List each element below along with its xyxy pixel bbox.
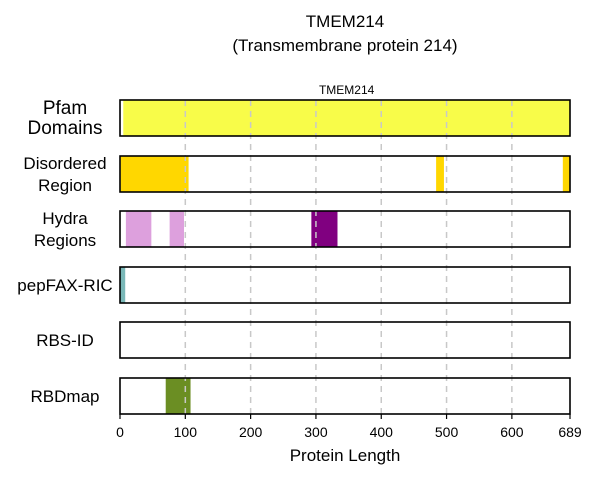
track-pepfax-ric xyxy=(120,267,570,303)
track-disordered-region xyxy=(120,156,570,192)
track-label: Regions xyxy=(34,231,96,250)
track-label: RBS-ID xyxy=(36,331,94,350)
track-frame xyxy=(119,99,571,137)
x-tick-label: 500 xyxy=(435,424,459,440)
chart-title: TMEM214 xyxy=(306,12,384,31)
track-label: RBDmap xyxy=(31,387,100,406)
track-label: Pfam xyxy=(43,98,87,119)
track-rbs-id xyxy=(120,322,570,358)
track-label: Disordered xyxy=(23,154,106,173)
segment-label: TMEM214 xyxy=(319,83,375,97)
x-axis-title: Protein Length xyxy=(290,446,401,465)
x-tick-label: 200 xyxy=(239,424,263,440)
track-background xyxy=(120,156,570,192)
track-background xyxy=(120,211,570,247)
track-pfam-domains xyxy=(120,100,571,136)
track-hydra-regions xyxy=(120,211,570,247)
track-background xyxy=(120,322,570,358)
track-frame xyxy=(119,210,571,248)
track-label: Hydra xyxy=(42,209,88,228)
track-frame xyxy=(119,266,571,304)
x-tick-label: 689 xyxy=(558,424,582,440)
x-axis: 0 100 200 300 400 500 600 689 xyxy=(116,414,582,440)
x-tick-label: 400 xyxy=(370,424,394,440)
segment-bar xyxy=(165,378,191,414)
track-background xyxy=(120,378,570,414)
segment-bar xyxy=(120,156,189,192)
chart-subtitle: (Transmembrane protein 214) xyxy=(232,36,457,55)
x-tick-label: 600 xyxy=(500,424,524,440)
segment-bar xyxy=(436,156,444,192)
track-frame xyxy=(119,321,571,359)
segment-bar xyxy=(311,211,338,247)
segment-bar xyxy=(120,267,126,303)
track-label: pepFAX-RIC xyxy=(17,276,112,295)
x-tick-label: 100 xyxy=(174,424,198,440)
track-background xyxy=(120,267,570,303)
segment-bar xyxy=(169,211,185,247)
segment-bar xyxy=(562,156,570,192)
x-tick-label: 300 xyxy=(304,424,328,440)
track-rbdmap xyxy=(120,378,570,414)
x-tick-label: 0 xyxy=(116,424,124,440)
track-frame xyxy=(119,155,571,193)
track-frame xyxy=(119,377,571,415)
segment-bar xyxy=(123,100,571,136)
track-label: Region xyxy=(38,176,92,195)
segment-bar xyxy=(125,211,152,247)
track-label: Domains xyxy=(28,118,103,139)
